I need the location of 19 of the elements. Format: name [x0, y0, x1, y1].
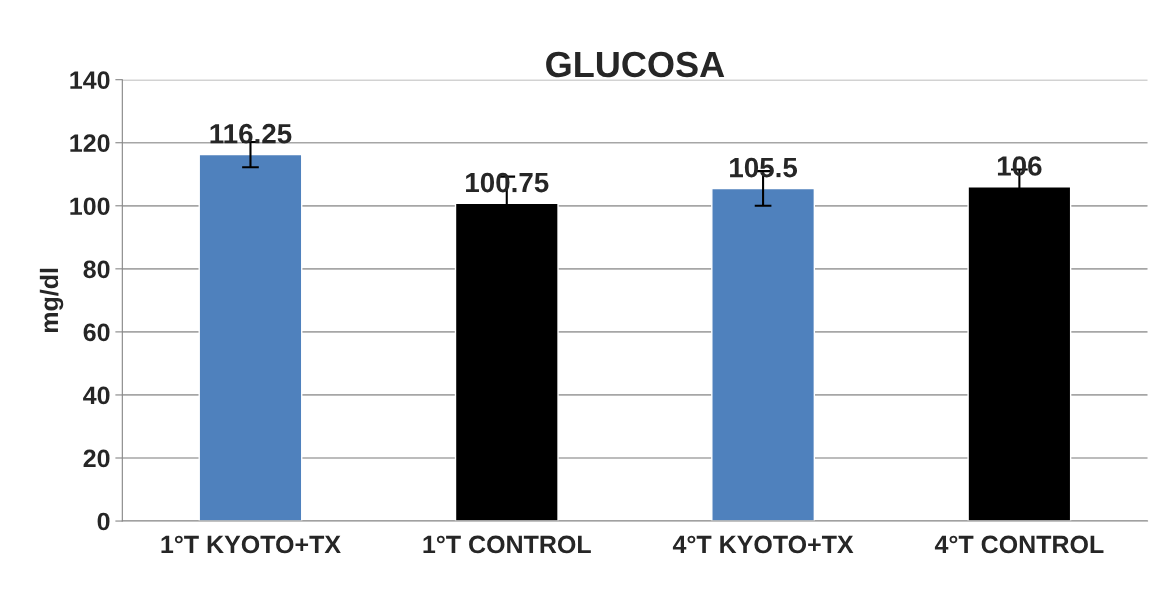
data-label: 105.5	[730, 157, 798, 178]
data-label: 116.25	[210, 123, 292, 144]
y-tick-label: 100	[70, 197, 110, 216]
x-tick-label: 4°T KYOTO+TX	[672, 535, 854, 554]
y-tick-label: 40	[83, 386, 110, 405]
bar	[198, 153, 303, 522]
y-tick-label: 140	[70, 71, 110, 89]
x-tick-label: 1°T KYOTO+TX	[161, 535, 341, 554]
x-tick-label: 4°T CONTROL	[934, 535, 1104, 554]
y-tick-label: 0	[97, 512, 110, 531]
chart-title: GLUCOSA	[546, 51, 725, 78]
y-axis-title: mg/dl	[39, 268, 64, 333]
y-tick-label: 60	[83, 323, 110, 342]
y-tick-label: 20	[83, 449, 110, 468]
x-tick-label: 1°T CONTROL	[423, 535, 591, 554]
data-label: 106	[997, 156, 1042, 176]
bar	[711, 187, 816, 522]
y-tick-label: 80	[83, 260, 110, 279]
y-tick-label: 120	[70, 134, 110, 153]
